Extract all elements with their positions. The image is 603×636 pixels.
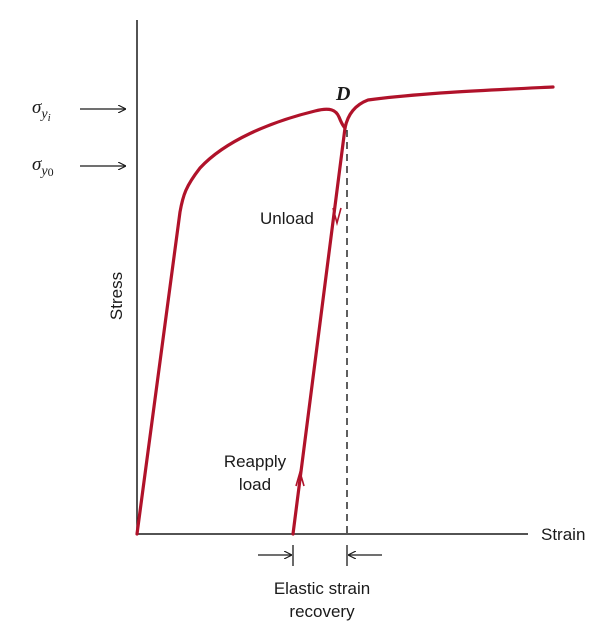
sigma-y0-subsub: 0 <box>48 165 54 179</box>
elastic-recovery-dimension <box>258 545 382 566</box>
unload-reload-line <box>291 126 347 536</box>
loading-curve <box>135 107 347 536</box>
unload-arrowhead <box>332 207 342 227</box>
sigma-yi-symbol: σ <box>32 97 42 118</box>
recovery-label-line2: recovery <box>289 602 355 621</box>
point-d-label: D <box>335 83 350 105</box>
recovery-label-line1: Elastic strain <box>274 579 370 598</box>
svg-text:σyi: σyi <box>32 97 51 124</box>
x-axis-label: Strain <box>541 525 585 544</box>
sigma-y0-sub: y <box>39 164 48 179</box>
reapply-label-line2: load <box>239 475 271 494</box>
reapply-arrowhead <box>295 469 305 487</box>
sigma-yi-sub: y <box>39 107 48 122</box>
sigma-y0-marker: σy0 <box>32 154 126 179</box>
y-axis-label: Stress <box>107 272 126 320</box>
unload-label: Unload <box>260 209 314 228</box>
reapply-label-line1: Reapply <box>224 452 287 471</box>
svg-text:σy0: σy0 <box>32 154 54 179</box>
reloaded-curve <box>343 85 555 130</box>
sigma-yi-subsub: i <box>48 112 51 124</box>
sigma-yi-marker: σyi <box>32 97 126 124</box>
sigma-y0-symbol: σ <box>32 154 42 175</box>
